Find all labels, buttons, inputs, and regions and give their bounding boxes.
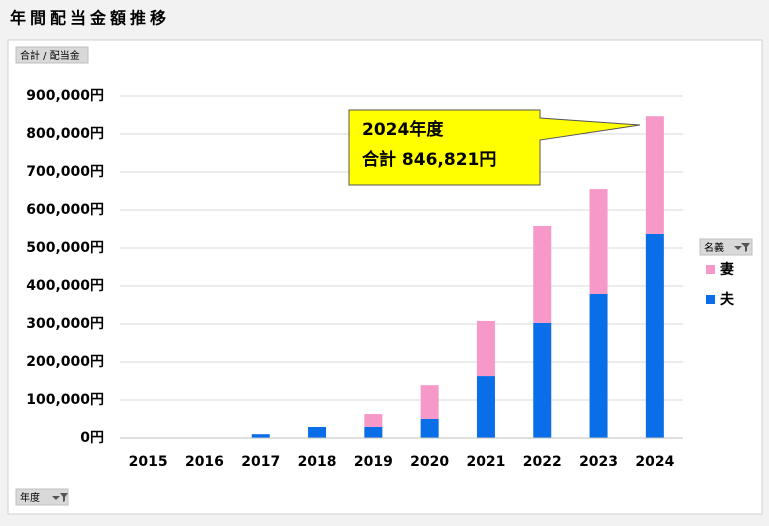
legend-swatch	[706, 265, 715, 274]
filter-icon[interactable]	[52, 493, 68, 502]
y-tick-label: 300,000円	[26, 316, 104, 332]
bar-segment	[476, 320, 495, 377]
callout-text: 2024年度	[362, 119, 444, 140]
legend-field-label: 名義	[704, 241, 724, 254]
bar-segment	[589, 293, 608, 438]
legend-swatch	[706, 295, 715, 304]
y-tick-label: 500,000円	[26, 240, 104, 256]
bar-segment	[533, 322, 552, 438]
values-field-label: 合計 / 配当金	[20, 49, 80, 62]
y-tick-label: 0円	[80, 430, 104, 446]
x-tick-label: 2023	[579, 454, 618, 470]
page-title: 年間配当金額推移	[10, 9, 170, 28]
bar-segment	[251, 434, 270, 438]
x-tick-label: 2018	[298, 454, 337, 470]
y-tick-label: 200,000円	[26, 354, 104, 370]
x-tick-label: 2016	[185, 454, 224, 470]
y-tick-label: 700,000円	[26, 164, 104, 180]
axis-field-button[interactable]	[15, 488, 69, 506]
values-field-button[interactable]	[15, 46, 89, 64]
callout-text: 合計 846,821円	[362, 149, 496, 170]
y-tick-label: 800,000円	[26, 126, 104, 142]
x-tick-label: 2024	[635, 454, 674, 470]
y-tick-label: 900,000円	[26, 88, 104, 104]
bar-segment	[364, 414, 383, 427]
x-tick-label: 2020	[410, 454, 449, 470]
legend-label: 夫	[720, 291, 735, 308]
x-tick-label: 2017	[241, 454, 280, 470]
x-tick-label: 2021	[466, 454, 505, 470]
bar-segment	[364, 426, 383, 438]
legend-label: 妻	[720, 261, 734, 278]
y-tick-label: 600,000円	[26, 202, 104, 218]
y-tick-label: 100,000円	[26, 392, 104, 408]
bar-segment	[420, 385, 439, 419]
legend-field-button[interactable]	[699, 238, 753, 256]
callout	[348, 109, 641, 186]
bar-segment	[533, 225, 552, 323]
bar-segment	[645, 116, 664, 234]
x-tick-label: 2019	[354, 454, 393, 470]
x-tick-label: 2022	[523, 454, 562, 470]
axis-field-label: 年度	[20, 491, 40, 504]
bar-segment	[589, 189, 608, 294]
filter-icon[interactable]	[734, 243, 750, 252]
bar-segment	[645, 233, 664, 438]
bar-segment	[476, 376, 495, 438]
y-tick-label: 400,000円	[26, 278, 104, 294]
bar-segment	[420, 419, 439, 438]
bar-segment	[308, 426, 327, 438]
x-tick-label: 2015	[129, 454, 168, 470]
